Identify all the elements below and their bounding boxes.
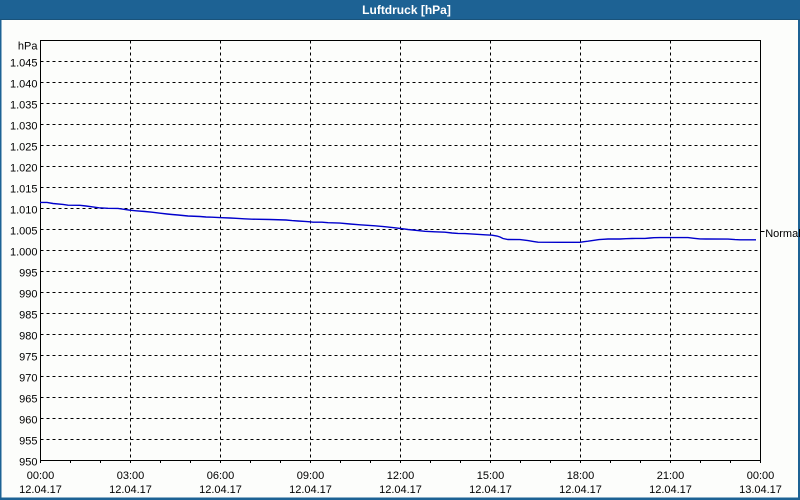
svg-text:06:00: 06:00 bbox=[207, 470, 235, 482]
svg-text:09:00: 09:00 bbox=[297, 470, 325, 482]
svg-text:Normal: Normal bbox=[765, 228, 800, 240]
svg-text:1.040: 1.040 bbox=[10, 79, 38, 91]
svg-text:975: 975 bbox=[19, 352, 37, 364]
svg-text:12:00: 12:00 bbox=[387, 470, 415, 482]
svg-text:12.04.17: 12.04.17 bbox=[559, 484, 602, 496]
svg-text:18:00: 18:00 bbox=[567, 470, 595, 482]
svg-text:990: 990 bbox=[19, 289, 37, 301]
svg-text:970: 970 bbox=[19, 373, 37, 385]
svg-text:15:00: 15:00 bbox=[477, 470, 505, 482]
svg-text:12.04.17: 12.04.17 bbox=[649, 484, 692, 496]
svg-text:12.04.17: 12.04.17 bbox=[469, 484, 512, 496]
svg-text:00:00: 00:00 bbox=[27, 470, 55, 482]
svg-text:12.04.17: 12.04.17 bbox=[289, 484, 332, 496]
svg-text:1.045: 1.045 bbox=[10, 58, 38, 70]
svg-text:1.020: 1.020 bbox=[10, 163, 38, 175]
svg-text:1.015: 1.015 bbox=[10, 184, 38, 196]
svg-text:12.04.17: 12.04.17 bbox=[109, 484, 152, 496]
svg-text:12.04.17: 12.04.17 bbox=[19, 484, 62, 496]
svg-text:1.030: 1.030 bbox=[10, 121, 38, 133]
svg-text:960: 960 bbox=[19, 415, 37, 427]
svg-text:21:00: 21:00 bbox=[657, 470, 685, 482]
svg-text:1.005: 1.005 bbox=[10, 226, 38, 238]
svg-text:00:00: 00:00 bbox=[747, 470, 775, 482]
svg-text:985: 985 bbox=[19, 310, 37, 322]
svg-text:980: 980 bbox=[19, 331, 37, 343]
svg-text:03:00: 03:00 bbox=[117, 470, 145, 482]
svg-text:965: 965 bbox=[19, 394, 37, 406]
svg-text:950: 950 bbox=[19, 457, 37, 469]
svg-text:13.04.17: 13.04.17 bbox=[739, 484, 782, 496]
svg-text:995: 995 bbox=[19, 268, 37, 280]
svg-text:Luftdruck [hPa]: Luftdruck [hPa] bbox=[362, 3, 451, 17]
svg-text:12.04.17: 12.04.17 bbox=[199, 484, 242, 496]
svg-text:12.04.17: 12.04.17 bbox=[379, 484, 422, 496]
svg-text:1.000: 1.000 bbox=[10, 247, 38, 259]
svg-text:1.010: 1.010 bbox=[10, 205, 38, 217]
svg-text:hPa: hPa bbox=[18, 41, 38, 53]
svg-text:955: 955 bbox=[19, 436, 37, 448]
svg-text:1.025: 1.025 bbox=[10, 142, 38, 154]
svg-text:1.035: 1.035 bbox=[10, 100, 38, 112]
